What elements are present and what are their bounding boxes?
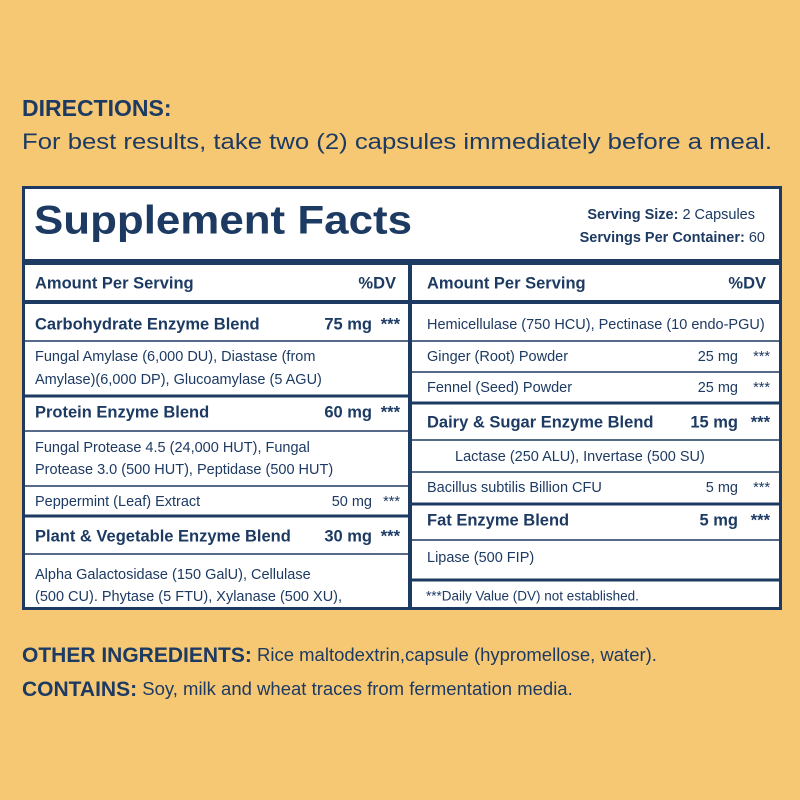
facts-panel [22,186,782,610]
thick-rule [412,401,779,405]
thin-rule [412,471,779,473]
thin-rule [25,430,408,432]
other-ingredients: OTHER INGREDIENTS: Rice maltodextrin,cap… [22,644,657,667]
ingredient-name: Peppermint (Leaf) Extract [35,494,200,510]
ingredient-name: Ginger (Root) Powder [427,349,568,365]
thin-rule [412,340,779,342]
ingredient-amount: 30 mg [324,527,372,545]
servings-label: Servings Per Container: [580,230,745,246]
ingredient-name: Dairy & Sugar Enzyme Blend [427,413,653,431]
thin-rule [412,439,779,441]
thick-rule [24,300,780,304]
servings-per-container: Servings Per Container: 60 [580,230,765,246]
ingredient-amount: 5 mg [699,511,738,529]
serving-size: Serving Size: 2 Capsules [587,207,755,223]
ingredient-dv: *** [381,403,401,421]
ingredient-name: Fungal Amylase (6,000 DU), Diastase (fro… [35,349,315,365]
ingredient-amount: 60 mg [324,403,372,421]
ingredient-name: (500 CU). Phytase (5 FTU), Xylanase (500… [35,589,342,605]
ingredient-name: Plant & Vegetable Enzyme Blend [35,527,291,545]
contains: CONTAINS: Soy, milk and wheat traces fro… [22,678,573,701]
ingredient-amount: 50 mg [332,494,372,510]
ingredient-amount: 75 mg [324,315,372,333]
ingredient-name: Lipase (500 FIP) [427,550,534,566]
serving-size-value: 2 Capsules [682,207,755,223]
thick-rule [24,259,780,265]
ingredient-dv: *** [753,349,770,365]
serving-size-label: Serving Size: [587,207,678,223]
thick-rule [412,502,779,506]
contains-label: CONTAINS: [22,678,137,701]
header-dv: %DV [358,274,396,292]
ingredient-name: Bacillus subtilis Billion CFU [427,480,602,496]
thin-rule [25,340,408,342]
ingredient-name: Fennel (Seed) Powder [427,380,572,396]
ingredient-name: Lactase (250 ALU), Invertase (500 SU) [455,449,705,465]
ingredient-name: Fungal Protease 4.5 (24,000 HUT), Fungal [35,440,310,456]
ingredient-dv: *** [753,380,770,396]
facts-title: Supplement Facts [34,199,412,243]
ingredient-name: Alpha Galactosidase (150 GalU), Cellulas… [35,567,311,583]
servings-value: 60 [749,230,765,246]
contains-text: Soy, milk and wheat traces from fermenta… [142,678,572,699]
thin-rule [412,371,779,373]
ingredient-dv: *** [753,480,770,496]
thin-rule [25,485,408,487]
ingredient-dv: *** [751,413,771,431]
header-amount: Amount Per Serving [35,274,194,292]
thin-rule [412,539,779,541]
header-amount: Amount Per Serving [427,274,586,292]
ingredient-name: Hemicellulase (750 HCU), Pectinase (10 e… [427,317,765,333]
ingredient-amount: 25 mg [698,380,738,396]
ingredient-amount: 15 mg [690,413,738,431]
footnote: ***Daily Value (DV) not established. [426,589,639,604]
header-dv: %DV [728,274,766,292]
ingredient-name: Protease 3.0 (500 HUT), Peptidase (500 H… [35,462,333,478]
other-ingredients-label: OTHER INGREDIENTS: [22,644,252,667]
ingredient-dv: *** [383,494,400,510]
directions-label: DIRECTIONS: [22,95,172,121]
ingredient-name: Amylase)(6,000 DP), Glucoamylase (5 AGU) [35,372,322,388]
ingredient-amount: 25 mg [698,349,738,365]
thick-rule [25,514,408,518]
thick-rule [412,578,779,582]
ingredient-name: Protein Enzyme Blend [35,403,209,421]
thin-rule [25,553,408,555]
ingredient-dv: *** [381,315,401,333]
thick-rule [25,394,408,398]
directions-text: For best results, take two (2) capsules … [22,129,772,154]
other-ingredients-text: Rice maltodextrin,capsule (hypromellose,… [257,644,657,665]
ingredient-name: Carbohydrate Enzyme Blend [35,315,260,333]
ingredient-dv: *** [381,527,401,545]
ingredient-amount: 5 mg [706,480,738,496]
column-divider [408,262,412,608]
ingredient-dv: *** [751,511,771,529]
ingredient-name: Fat Enzyme Blend [427,511,569,529]
